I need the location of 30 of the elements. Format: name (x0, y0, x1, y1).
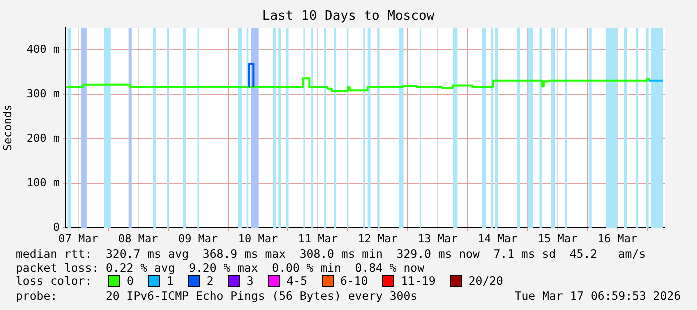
x-tick-label: 13 Mar (418, 232, 458, 246)
text: Tue Mar 17 06:59:53 2026 (514, 289, 681, 303)
x-tick-label: 16 Mar (598, 232, 638, 246)
legend-title: loss color: (16, 274, 94, 288)
y-tick-label: 400 m (26, 43, 60, 56)
text: median rtt: 320.7 ms avg 368.9 ms max 308.0 ms min 329.0 ms now 7.1 ms sd 45.2 am/s (16, 247, 646, 261)
text: probe: 20 IPv6-ICMP Echo Pings (56 Bytes) every 300s (16, 289, 418, 303)
x-tick-label: 15 Mar (538, 232, 578, 246)
x-tick-label: 11 Mar (298, 232, 338, 246)
x-tick-label: 12 Mar (358, 232, 398, 246)
text: packet loss: 0.22 % avg 9.20 % max 0.00 % min 0.84 % now (16, 261, 424, 275)
legend-label: 11-19 (401, 274, 436, 288)
y-tick-label: 100 m (26, 176, 60, 190)
legend-label: 2 (206, 274, 214, 288)
y-tick-label: 200 m (26, 132, 60, 145)
legend-label: 1 (166, 274, 174, 288)
y-axis-title: Seconds (1, 104, 14, 152)
legend-label: 0 (127, 274, 134, 288)
legend-label: 4-5 (286, 274, 308, 288)
legend-label: 20/20 (468, 274, 504, 288)
x-tick-label: 09 Mar (178, 232, 219, 246)
y-tick-label: 0 (53, 220, 60, 234)
x-tick-label: 08 Mar (118, 232, 159, 246)
chart-title: Last 10 Days to Moscow (261, 9, 436, 24)
legend-label: 6-10 (340, 274, 368, 288)
x-tick-label: 10 Mar (238, 232, 278, 246)
y-tick-label: 300 m (26, 88, 60, 101)
x-tick-label: 14 Mar (478, 232, 518, 246)
legend-label: 3 (246, 274, 254, 288)
x-tick-label: 07 Mar (58, 232, 99, 246)
